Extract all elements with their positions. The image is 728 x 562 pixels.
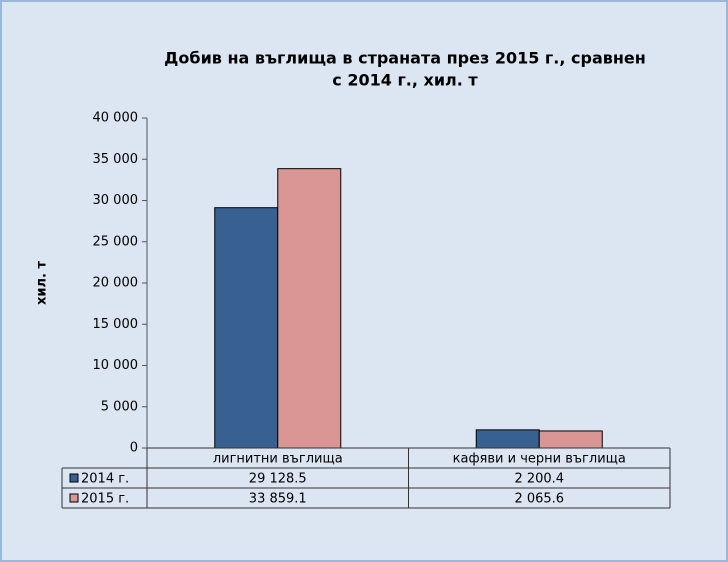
legend-key: [69, 493, 79, 503]
x-tick-label: лигнитни въглища: [213, 452, 343, 467]
x-tick-label: кафяви и черни въглища: [453, 452, 626, 467]
bar: [214, 207, 279, 449]
legend-key: [69, 473, 79, 483]
y-axis-label: хил. т: [35, 261, 50, 305]
data-label: 2 065.6: [514, 492, 564, 507]
y-tick-label: 15 000: [93, 317, 139, 332]
data-label: 33 859.1: [249, 492, 307, 507]
bar: [475, 429, 540, 449]
data-label: 2 200.4: [514, 472, 564, 487]
y-tick-label: 40 000: [93, 111, 139, 126]
y-tick-label: 30 000: [93, 193, 139, 208]
y-tick-label: 10 000: [93, 358, 139, 373]
bar: [538, 430, 603, 449]
bar: [277, 168, 342, 449]
chart-title: Добив на въглища в страната през 2015 г.…: [164, 49, 646, 68]
chart-title: с 2014 г., хил. т: [332, 71, 478, 90]
y-tick-label: 20 000: [93, 276, 139, 291]
legend-label: 2014 г.: [81, 472, 129, 487]
y-tick-label: 5 000: [101, 399, 138, 414]
y-tick-label: 25 000: [93, 234, 139, 249]
legend-label: 2015 г.: [81, 492, 129, 507]
y-tick-label: 0: [130, 441, 138, 456]
y-tick-label: 35 000: [93, 152, 139, 167]
data-label: 29 128.5: [249, 472, 307, 487]
